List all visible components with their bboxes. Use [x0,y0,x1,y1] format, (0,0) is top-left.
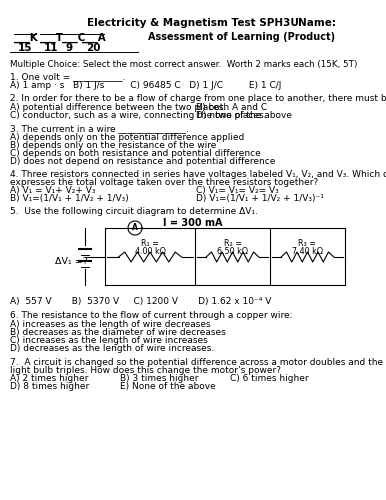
Text: light bulb triples. How does this change the motor’s power?: light bulb triples. How does this change… [10,366,281,375]
Text: E) None of the above: E) None of the above [120,382,216,391]
Text: 3. The current in a wire _______________.: 3. The current in a wire _______________… [10,124,189,133]
Text: ___T: ___T [40,33,63,43]
Text: B) depends only on the resistance of the wire: B) depends only on the resistance of the… [10,141,217,150]
Text: 7.40 kΩ: 7.40 kΩ [292,247,323,256]
Text: 1. One volt = ___________.: 1. One volt = ___________. [10,72,125,81]
Text: 15: 15 [18,43,32,53]
Text: ΔV₁ =?: ΔV₁ =? [55,257,88,266]
Text: ___K: ___K [14,33,38,43]
Text: 11: 11 [44,43,59,53]
Text: B) 3 times higher: B) 3 times higher [120,374,198,383]
Text: 4.00 kΩ: 4.00 kΩ [135,247,166,256]
Text: Multiple Choice: Select the most correct answer.  Worth 2 marks each (15K, 5T): Multiple Choice: Select the most correct… [10,60,357,69]
Text: 6. The resistance to the flow of current through a copper wire:: 6. The resistance to the flow of current… [10,311,293,320]
Text: 4. Three resistors connected in series have voltages labeled V₁, V₂, and V₃. Whi: 4. Three resistors connected in series h… [10,170,386,179]
Text: R₂ =: R₂ = [223,239,242,248]
Text: D) 8 times higher: D) 8 times higher [10,382,89,391]
Text: C) increases as the length of wire increases: C) increases as the length of wire incre… [10,336,208,345]
Text: R₁ =: R₁ = [141,239,159,248]
Text: D) decreases as the length of wire increases.: D) decreases as the length of wire incre… [10,344,214,353]
Text: 20: 20 [86,43,100,53]
Text: B) V₁=(1/V₁ + 1/V₂ + 1/V₃): B) V₁=(1/V₁ + 1/V₂ + 1/V₃) [10,194,129,203]
Text: A) depends only on the potential difference applied: A) depends only on the potential differe… [10,133,244,142]
Text: ___C: ___C [62,33,85,43]
Text: A) V₁ = V₁+ V₂+ V₃: A) V₁ = V₁+ V₂+ V₃ [10,186,95,195]
Text: expresses the total voltage taken over the three resistors together?: expresses the total voltage taken over t… [10,178,318,187]
Text: D) V₁=(1/V₁ + 1/V₂ + 1/V₃)⁻¹: D) V₁=(1/V₁ + 1/V₂ + 1/V₃)⁻¹ [196,194,324,203]
Text: ___A: ___A [82,33,106,43]
Text: B) decreases as the diameter of wire decreases: B) decreases as the diameter of wire dec… [10,328,226,337]
Text: Name:: Name: [298,18,336,28]
Text: C) conductor, such as a wire, connecting the two places.: C) conductor, such as a wire, connecting… [10,111,266,120]
Text: A) increases as the length of wire decreases: A) increases as the length of wire decre… [10,320,211,329]
Text: Assessment of Learning (Product): Assessment of Learning (Product) [148,32,335,42]
Text: 9: 9 [66,43,73,53]
Text: Electricity & Magnetism Test SPH3U: Electricity & Magnetism Test SPH3U [87,18,299,28]
Text: I = 300 mA: I = 300 mA [163,218,223,228]
Text: C) depends on both resistance and potential difference: C) depends on both resistance and potent… [10,149,261,158]
Text: D) does not depend on resistance and potential difference: D) does not depend on resistance and pot… [10,157,275,166]
Text: R₃ =: R₃ = [298,239,317,248]
Text: A) potential difference between the two places.: A) potential difference between the two … [10,103,226,112]
Text: 7.  A circuit is changed so the potential difference across a motor doubles and : 7. A circuit is changed so the potential… [10,358,386,367]
Text: 2. In order for there to be a flow of charge from one place to another, there mu: 2. In order for there to be a flow of ch… [10,94,386,103]
Text: A: A [132,223,138,232]
Text: B) both A and C: B) both A and C [196,103,267,112]
Text: A)  557 V       B)  5370 V     C) 1200 V       D) 1.62 x 10⁻⁴ V: A) 557 V B) 5370 V C) 1200 V D) 1.62 x 1… [10,297,271,306]
Text: C) V₁= V₁= V₂= V₃: C) V₁= V₁= V₂= V₃ [196,186,279,195]
Text: 6.50 kΩ: 6.50 kΩ [217,247,248,256]
Text: D) none of the above: D) none of the above [196,111,292,120]
Text: A) 1 amp · s   B) 1 J/s         C) 96485 C   D) 1 J/C         E) 1 C/J: A) 1 amp · s B) 1 J/s C) 96485 C D) 1 J/… [10,81,281,90]
Text: C) 6 times higher: C) 6 times higher [230,374,309,383]
Text: A) 2 times higher: A) 2 times higher [10,374,88,383]
Text: 5.  Use the following circuit diagram to determine ΔV₁.: 5. Use the following circuit diagram to … [10,207,258,216]
